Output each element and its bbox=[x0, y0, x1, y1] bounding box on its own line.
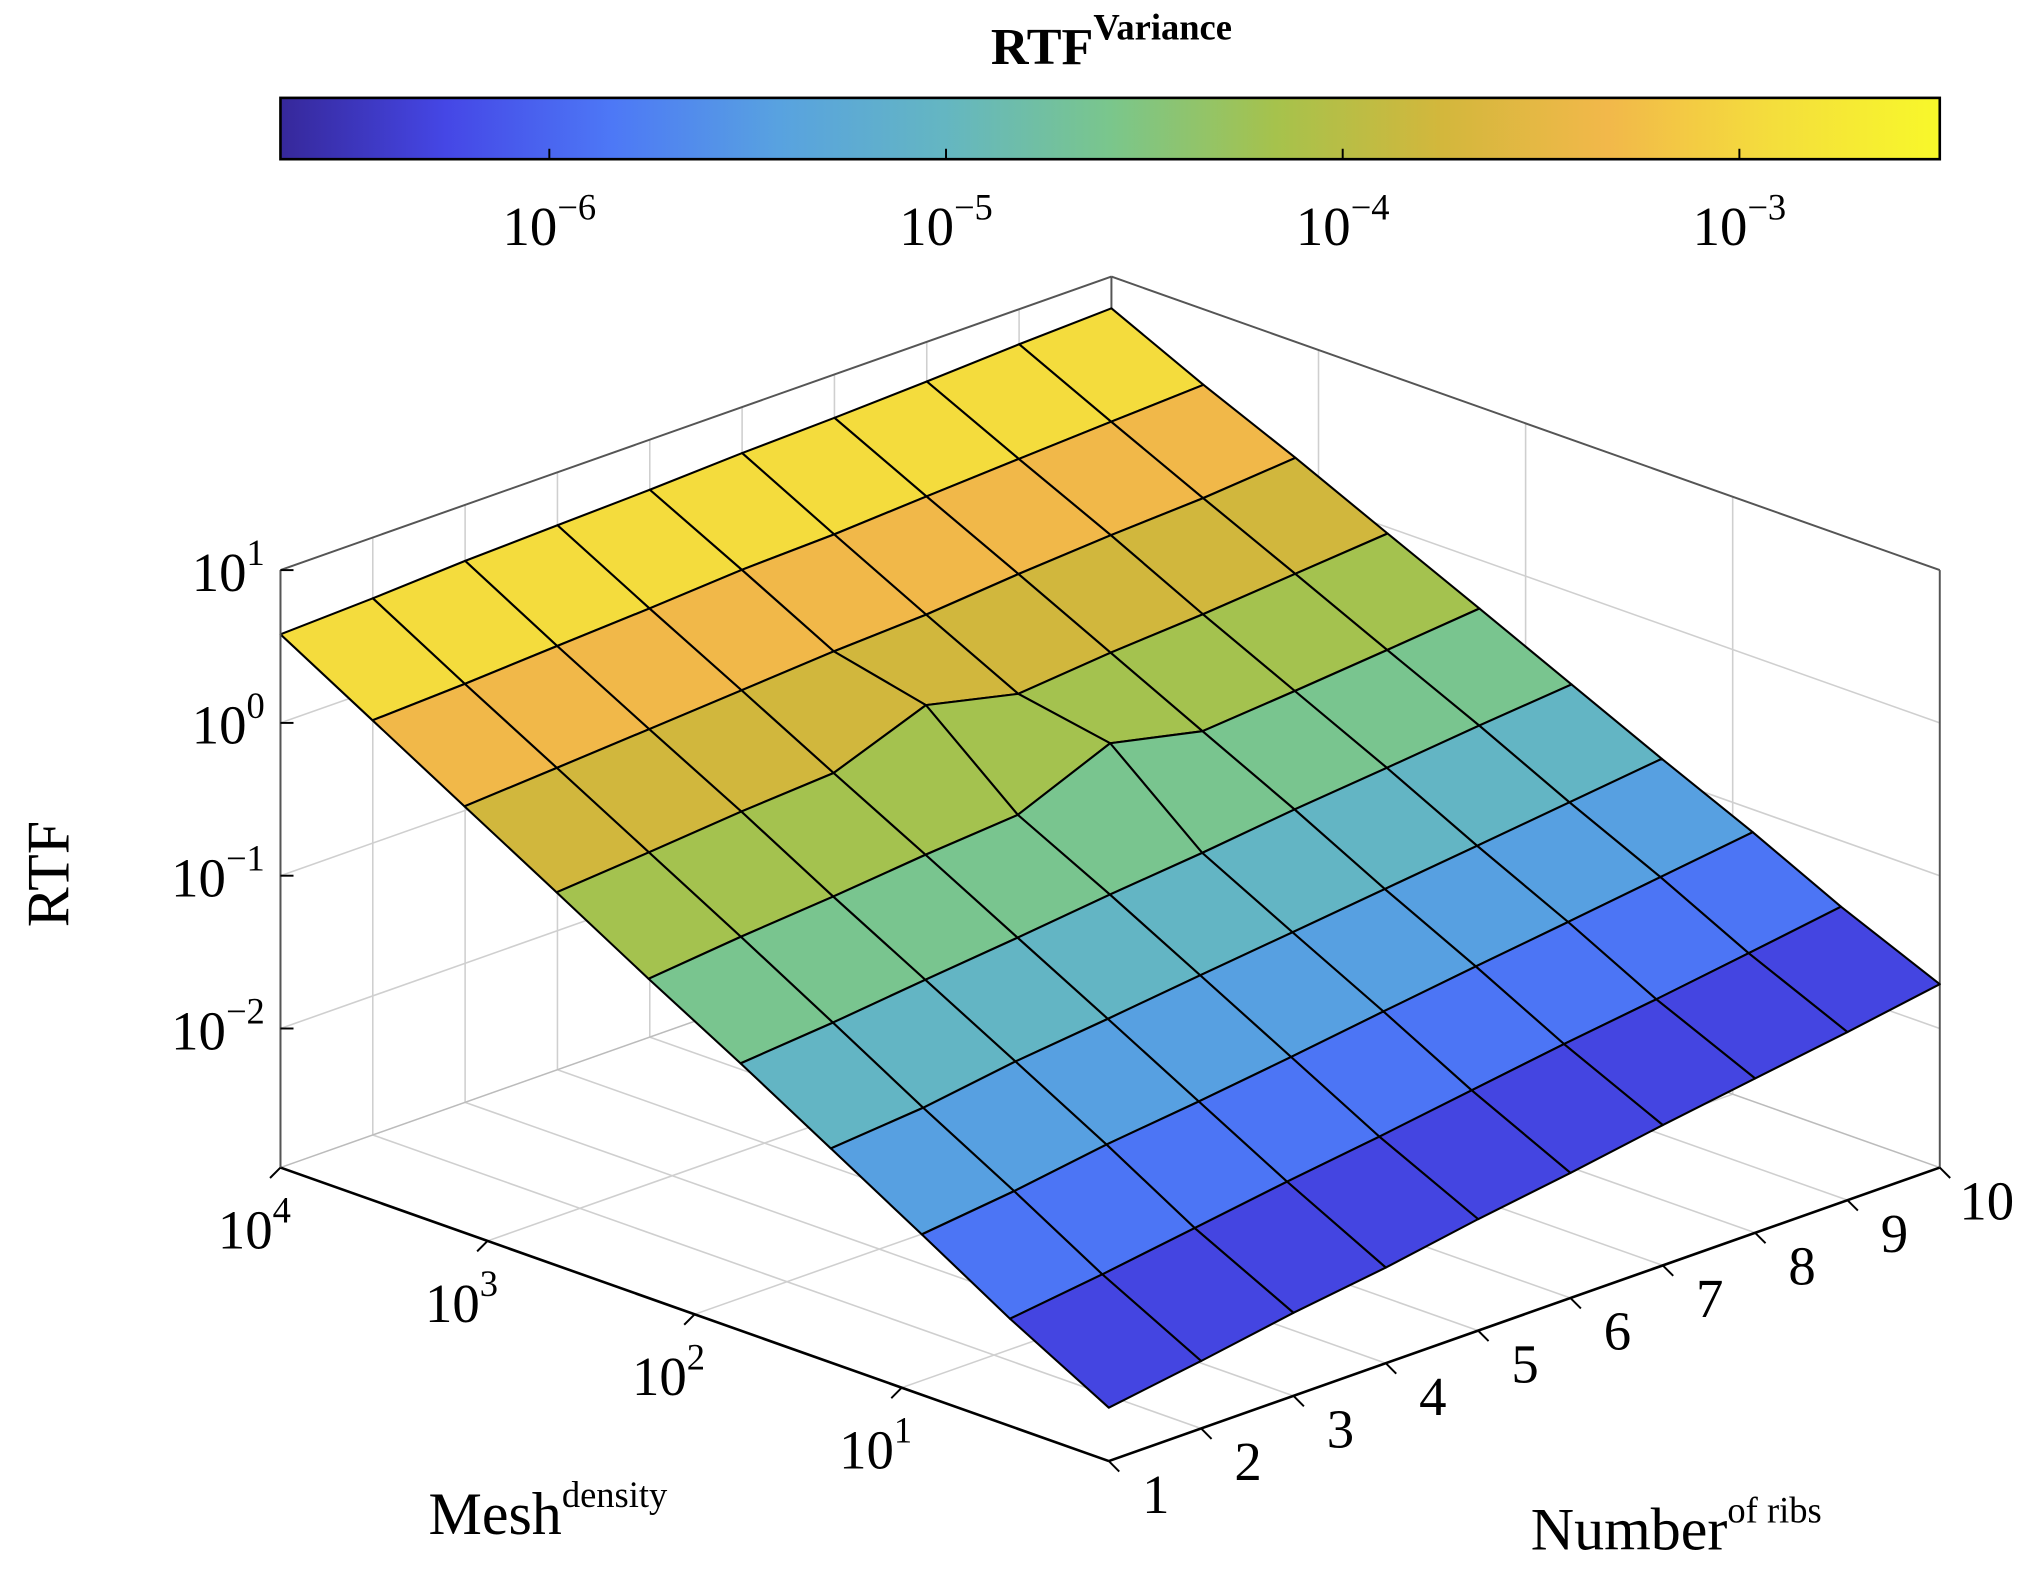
x-tick-label: 5 bbox=[1511, 1333, 1538, 1394]
z-tick-label: 10−2 bbox=[171, 991, 265, 1061]
x-tick-label: 8 bbox=[1788, 1235, 1815, 1296]
x-tick-label: 6 bbox=[1604, 1301, 1631, 1362]
x-tick bbox=[1846, 1199, 1859, 1212]
x-tick bbox=[1477, 1329, 1490, 1342]
x-tick-label: 9 bbox=[1881, 1203, 1908, 1264]
x-tick-label: 2 bbox=[1234, 1431, 1261, 1492]
y-tick bbox=[683, 1313, 696, 1326]
y-tick-label: 102 bbox=[632, 1337, 705, 1407]
box-edge bbox=[280, 275, 1112, 572]
colorbar bbox=[279, 96, 1942, 161]
colorbar-tick-label: 10−6 bbox=[503, 187, 597, 257]
x-tick bbox=[1662, 1264, 1674, 1277]
x-tick-label: 7 bbox=[1696, 1268, 1723, 1329]
z-tick-label: 100 bbox=[192, 685, 265, 755]
x-tick bbox=[1385, 1362, 1397, 1375]
z-axis-label: RTF bbox=[16, 821, 82, 927]
x-tick bbox=[1108, 1460, 1120, 1473]
z-tick-label: 101 bbox=[192, 532, 265, 602]
surface-face bbox=[1008, 1273, 1203, 1409]
colorbar-title: RTFVariance bbox=[991, 7, 1232, 76]
axis-line bbox=[280, 1166, 1110, 1463]
y-tick-label: 104 bbox=[218, 1190, 291, 1260]
x-tick-label: 3 bbox=[1327, 1399, 1354, 1460]
colorbar-tick-label: 10−4 bbox=[1296, 187, 1390, 257]
x-tick bbox=[1569, 1297, 1582, 1310]
y-tick bbox=[890, 1387, 903, 1399]
box-edge bbox=[1111, 275, 1941, 572]
z-tick-label: 10−1 bbox=[171, 838, 265, 908]
x-tick-label: 10 bbox=[1959, 1170, 2014, 1231]
x-tick bbox=[1200, 1427, 1213, 1440]
x-tick bbox=[1939, 1166, 1951, 1179]
colorbar-tick-label: 10−3 bbox=[1693, 187, 1787, 257]
colorbar-tick-label: 10−5 bbox=[899, 187, 993, 257]
x-axis-label: Numberof ribs bbox=[1531, 1490, 1822, 1562]
axis-line bbox=[1108, 1166, 1941, 1463]
x-tick-label: 4 bbox=[1419, 1366, 1446, 1427]
x-tick-label: 1 bbox=[1142, 1464, 1169, 1525]
x-tick bbox=[1754, 1232, 1767, 1244]
x-tick bbox=[1292, 1395, 1305, 1407]
y-tick-label: 101 bbox=[839, 1410, 912, 1480]
y-tick bbox=[269, 1166, 282, 1179]
y-tick-label: 103 bbox=[425, 1263, 498, 1333]
y-axis-label: Meshdensity bbox=[428, 1474, 668, 1546]
y-tick bbox=[476, 1240, 489, 1253]
